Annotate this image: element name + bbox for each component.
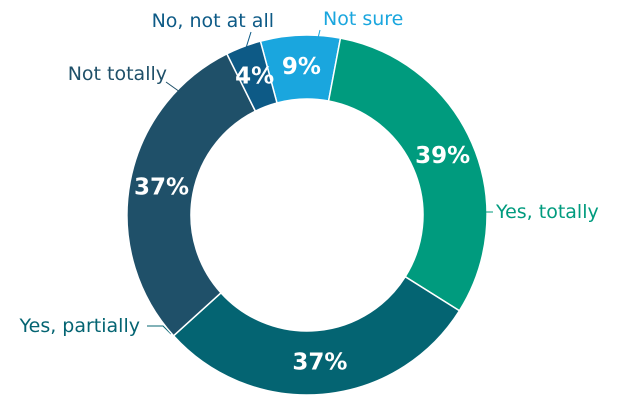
value-label-yes-totally: 39% bbox=[415, 143, 470, 169]
value-label-not-sure: 9% bbox=[282, 54, 321, 80]
category-label-not-sure: Not sure bbox=[323, 8, 403, 30]
leader-line-not-sure bbox=[317, 29, 321, 39]
category-label-yes-partially: Yes, partially bbox=[19, 315, 140, 337]
value-label-yes-partially: 37% bbox=[292, 349, 347, 375]
leader-line-yes-partially bbox=[147, 325, 172, 335]
category-label-yes-totally: Yes, totally bbox=[495, 201, 599, 223]
slice-no-not-at-all bbox=[225, 40, 278, 113]
category-label-no-not-at-all: No, not at all bbox=[152, 10, 274, 32]
slice-yes-partially bbox=[172, 275, 461, 396]
leader-line-no-not-at-all bbox=[245, 31, 252, 49]
leader-line-not-totally bbox=[165, 81, 181, 93]
slice-yes-totally bbox=[327, 37, 488, 312]
value-label-no-not-at-all: 4% bbox=[235, 64, 274, 90]
category-label-not-totally: Not totally bbox=[68, 63, 167, 85]
value-label-not-totally: 37% bbox=[134, 174, 189, 200]
slice-not-totally bbox=[126, 52, 257, 337]
